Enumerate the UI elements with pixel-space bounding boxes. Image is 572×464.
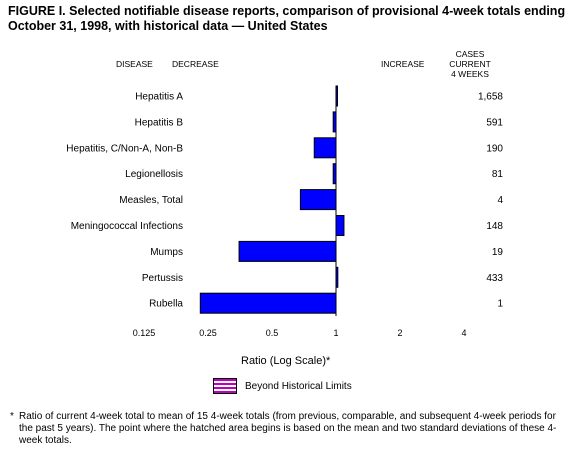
footnote-mark: * (10, 411, 14, 422)
category-label: Measles, Total (119, 195, 183, 206)
cases-value: 190 (486, 143, 503, 154)
category-label: Hepatitis, C/Non-A, Non-B (66, 143, 183, 154)
cases-value: 1,658 (478, 92, 503, 103)
chart-title: FIGURE I. Selected notifiable disease re… (8, 4, 566, 33)
cases-value: 4 (497, 195, 503, 206)
bar-6 (238, 240, 337, 262)
x-tick-label: 2 (397, 328, 402, 338)
x-axis-label: Ratio (Log Scale)* (241, 355, 331, 367)
category-label: Hepatitis A (135, 92, 183, 103)
x-tick-label: 0.125 (133, 328, 156, 338)
cases-value: 81 (492, 169, 504, 180)
bar-8 (199, 292, 337, 314)
x-tick-label: 4 (461, 328, 466, 338)
category-label: Hepatitis B (135, 117, 184, 128)
category-label: Rubella (149, 299, 183, 310)
cases-header: CASES CURRENT 4 WEEKS (438, 49, 502, 79)
cases-header-line1: CASES CURRENT (449, 49, 491, 69)
footnote-text: Ratio of current 4-week total to mean of… (19, 411, 557, 446)
cases-value: 148 (486, 221, 503, 232)
category-label: Mumps (150, 247, 183, 258)
decrease-header: DECREASE (172, 59, 219, 69)
x-tick-label: 0.25 (199, 328, 217, 338)
x-tick-label: 0.5 (266, 328, 279, 338)
footnote: * Ratio of current 4-week total to mean … (10, 411, 562, 447)
category-label: Meningococcal Infections (71, 221, 183, 232)
increase-header: INCREASE (381, 59, 425, 69)
bar-4 (299, 189, 337, 211)
cases-value: 19 (492, 247, 504, 258)
cases-value: 433 (486, 273, 503, 284)
x-tick-label: 1 (333, 328, 338, 338)
bar-5 (335, 215, 345, 236)
legend-label: Beyond Historical Limits (245, 380, 352, 392)
legend-hatch-swatch (213, 378, 237, 394)
cases-header-line2: 4 WEEKS (451, 69, 489, 79)
bar-2 (313, 137, 337, 159)
category-label: Legionellosis (125, 169, 183, 180)
cases-value: 1 (497, 299, 503, 310)
category-label: Pertussis (142, 273, 183, 284)
disease-header: DISEASE (116, 59, 153, 69)
cases-value: 591 (486, 117, 503, 128)
legend: Beyond Historical Limits (213, 378, 352, 394)
